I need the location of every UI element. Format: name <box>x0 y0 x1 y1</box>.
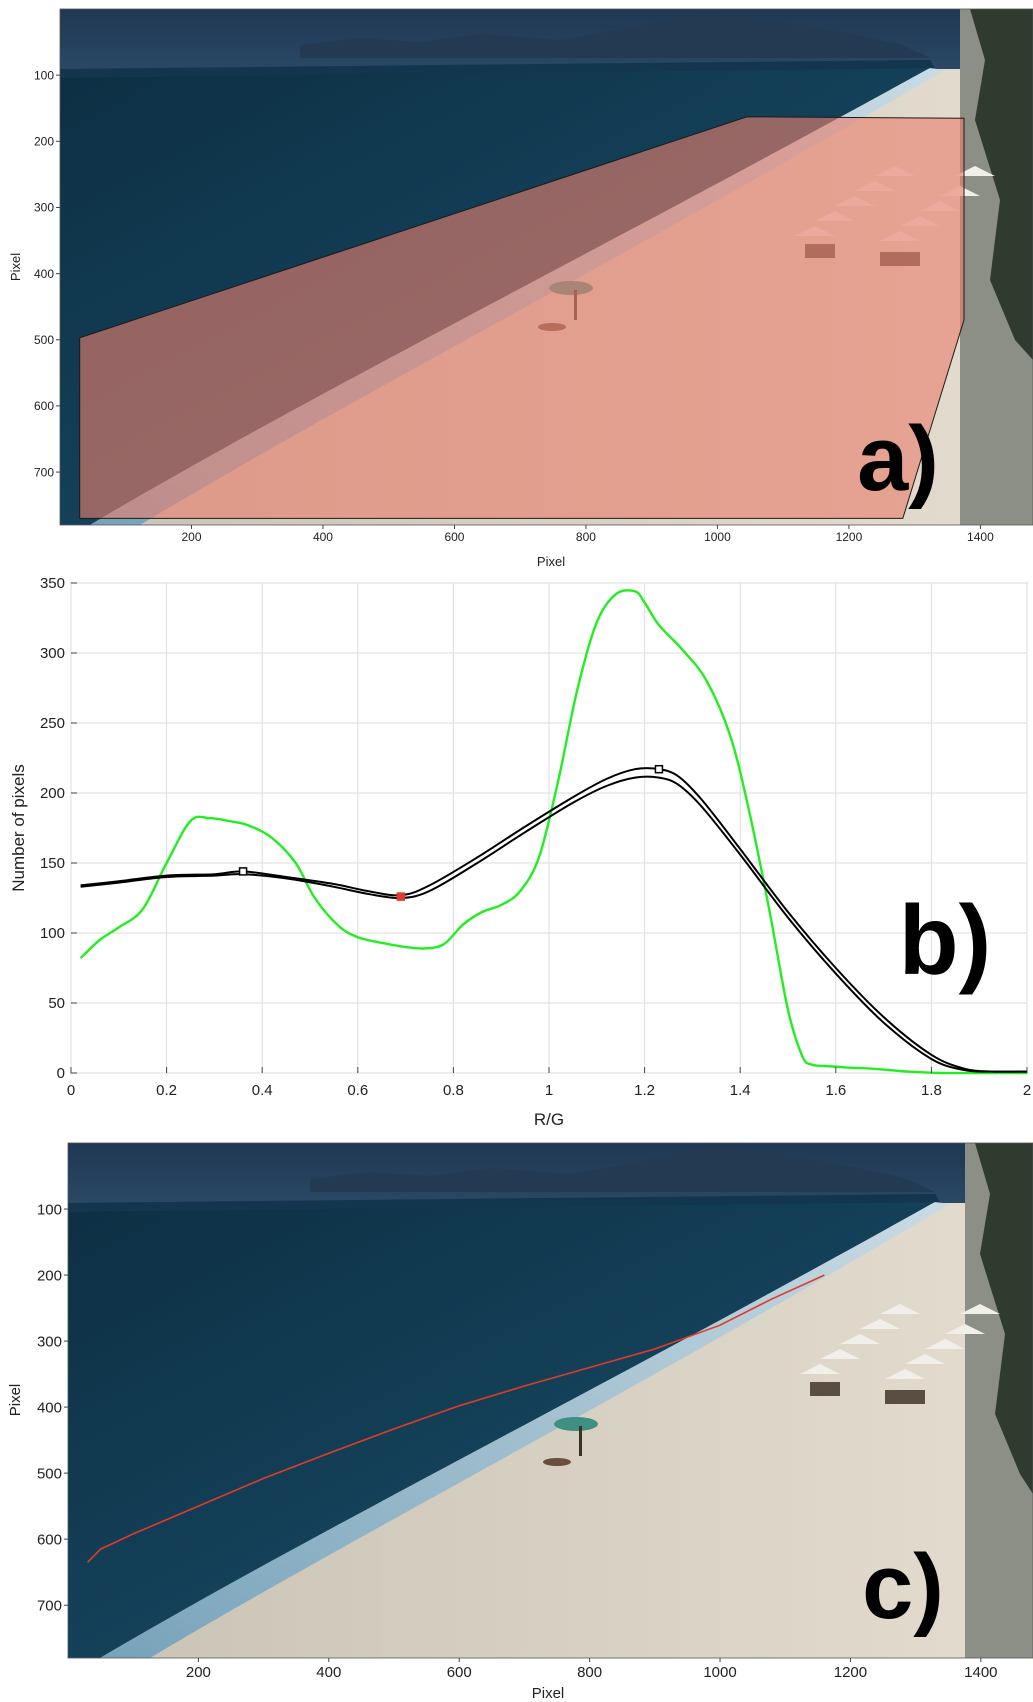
x-tick-label: 0.4 <box>252 1082 273 1099</box>
x-tick-label: 800 <box>576 530 596 544</box>
panel-a: 200 400 600 800 1000 1200 1400 100 200 300 400 500 6… <box>0 0 1033 572</box>
x-tick-label: 200 <box>186 1664 211 1681</box>
panel-b: 0 0.2 0.4 0.6 0.8 1 1.2 1.4 1.6 1.8 2 0 50 100 150 200 2… <box>0 572 1033 1134</box>
y-tick-label: 400 <box>34 267 54 281</box>
panel-c: 200 400 600 800 1000 1200 1400 100 200 300 400 500 6… <box>0 1134 1033 1702</box>
x-tick-label: 200 <box>181 530 201 544</box>
y-tick-label: 200 <box>37 1267 62 1284</box>
y-tick-label: 300 <box>37 1333 62 1350</box>
x-tick-label: 400 <box>316 1664 341 1681</box>
x-tick-label: 0.6 <box>347 1082 368 1099</box>
x-tick-label: 0.2 <box>156 1082 177 1099</box>
x-tick-label: 400 <box>313 530 333 544</box>
x-tick-label: 0.8 <box>443 1082 464 1099</box>
panel-b-label: b) <box>899 885 992 995</box>
y-tick-label: 600 <box>34 399 54 413</box>
x-tick-label: 0 <box>67 1082 75 1099</box>
y-tick-label: 50 <box>48 995 65 1012</box>
x-tick-label: 1.6 <box>825 1082 846 1099</box>
chart-xlabel: R/G <box>534 1110 564 1129</box>
y-tick-label: 100 <box>34 68 54 82</box>
x-tick-label: 2 <box>1023 1082 1031 1099</box>
y-tick-label: 300 <box>40 645 65 662</box>
y-tick-label: 700 <box>37 1597 62 1614</box>
x-tick-label: 1200 <box>836 530 863 544</box>
panel-a-ylabel: Pixel <box>8 253 23 281</box>
x-tick-label: 600 <box>447 1664 472 1681</box>
y-tick-label: 100 <box>37 1201 62 1218</box>
panel-a-xlabel: Pixel <box>537 554 565 569</box>
y-tick-label: 350 <box>40 575 65 592</box>
x-tick-label: 1.2 <box>634 1082 655 1099</box>
x-tick-label: 1200 <box>834 1664 867 1681</box>
chart-ylabel: Number of pixels <box>9 764 28 892</box>
panel-c-figure: 200 400 600 800 1000 1200 1400 100 200 300 400 500 6… <box>0 1134 1033 1702</box>
y-tick-label: 150 <box>40 855 65 872</box>
panel-a-figure: 200 400 600 800 1000 1200 1400 100 200 300 400 500 6… <box>0 0 1033 572</box>
x-tick-label: 1.4 <box>730 1082 751 1099</box>
y-tick-label: 400 <box>37 1399 62 1416</box>
panel-c-label: c) <box>862 1536 944 1638</box>
panel-a-label: a) <box>857 408 939 510</box>
x-tick-label: 1.8 <box>921 1082 942 1099</box>
x-tick-label: 1000 <box>703 1664 736 1681</box>
peak-marker-1 <box>397 893 404 900</box>
y-tick-label: 300 <box>34 201 54 215</box>
x-tick-label: 1400 <box>967 530 994 544</box>
y-tick-label: 600 <box>37 1531 62 1548</box>
y-tick-label: 500 <box>37 1465 62 1482</box>
y-tick-label: 500 <box>34 333 54 347</box>
y-tick-label: 200 <box>34 135 54 149</box>
y-tick-label: 700 <box>34 465 54 479</box>
histogram-chart: 0 0.2 0.4 0.6 0.8 1 1.2 1.4 1.6 1.8 2 0 50 100 150 200 2… <box>0 572 1033 1134</box>
peak-marker-2 <box>655 766 662 773</box>
x-tick-label: 1000 <box>704 530 731 544</box>
peak-marker-0 <box>240 868 247 875</box>
y-tick-label: 0 <box>57 1065 65 1082</box>
y-tick-label: 250 <box>40 715 65 732</box>
y-tick-label: 100 <box>40 925 65 942</box>
y-tick-label: 200 <box>40 785 65 802</box>
x-tick-label: 600 <box>444 530 464 544</box>
panel-c-xlabel: Pixel <box>532 1685 565 1702</box>
panel-c-ylabel: Pixel <box>7 1384 24 1417</box>
x-tick-label: 800 <box>577 1664 602 1681</box>
x-tick-label: 1400 <box>964 1664 997 1681</box>
x-tick-label: 1 <box>545 1082 553 1099</box>
